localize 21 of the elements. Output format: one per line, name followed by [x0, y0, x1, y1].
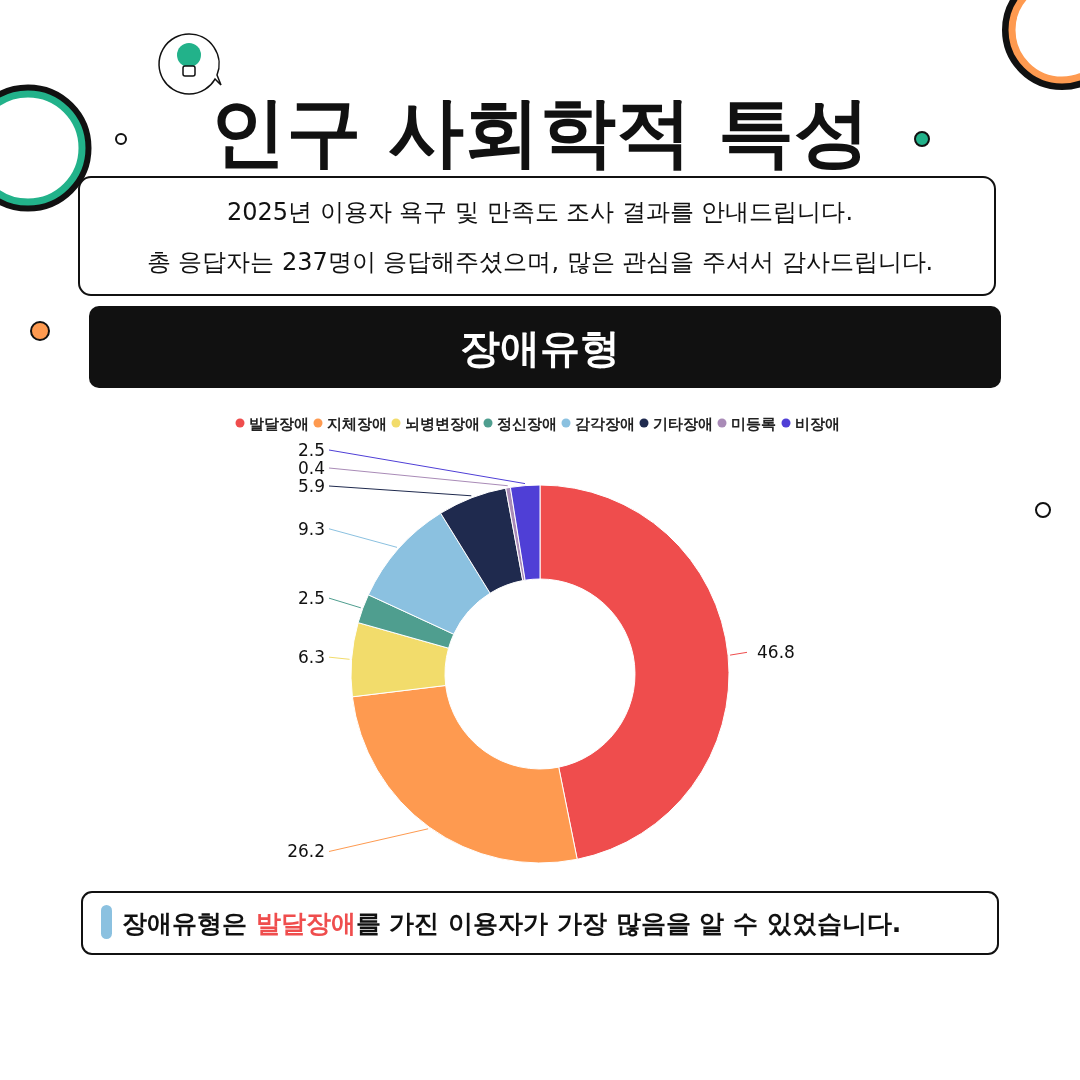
data-label: 26.2 — [287, 841, 325, 862]
data-label: 9.3 — [297, 518, 325, 539]
data-label: 5.9 — [297, 476, 325, 496]
legend-label: 발달장애 — [249, 415, 309, 433]
data-label: 2.5 — [297, 440, 325, 460]
legend-label: 기타장애 — [653, 415, 713, 433]
data-label: 0.4 — [297, 458, 325, 478]
legend-label: 뇌병변장애 — [405, 415, 480, 433]
legend-label: 정신장애 — [497, 415, 557, 433]
legend-label: 지체장애 — [327, 415, 387, 433]
chart-title: 인구 사회학적 특성 — [209, 87, 871, 176]
data-label: 2.5 — [297, 588, 325, 609]
chart-subtitle: 장애유형 — [460, 325, 620, 371]
legend-label: 비장애 — [795, 415, 840, 433]
text: 총 응답자는 237명이 응답해주셨으며, 많은 관심을 주셔서 감사드립니다. — [146, 248, 934, 276]
text: 2025년 이용자 욕구 및 만족도 조사 결과를 안내드립니다. — [226, 198, 854, 226]
legend-label: 감각장애 — [575, 415, 635, 433]
data-label: 46.8 — [757, 642, 795, 663]
data-label: 6.3 — [297, 647, 325, 668]
text: 장애유형은 발달장애를 가진 이용자가 가장 많음을 알 수 있었습니다. — [122, 909, 902, 938]
legend-label: 미등록 — [731, 415, 776, 433]
